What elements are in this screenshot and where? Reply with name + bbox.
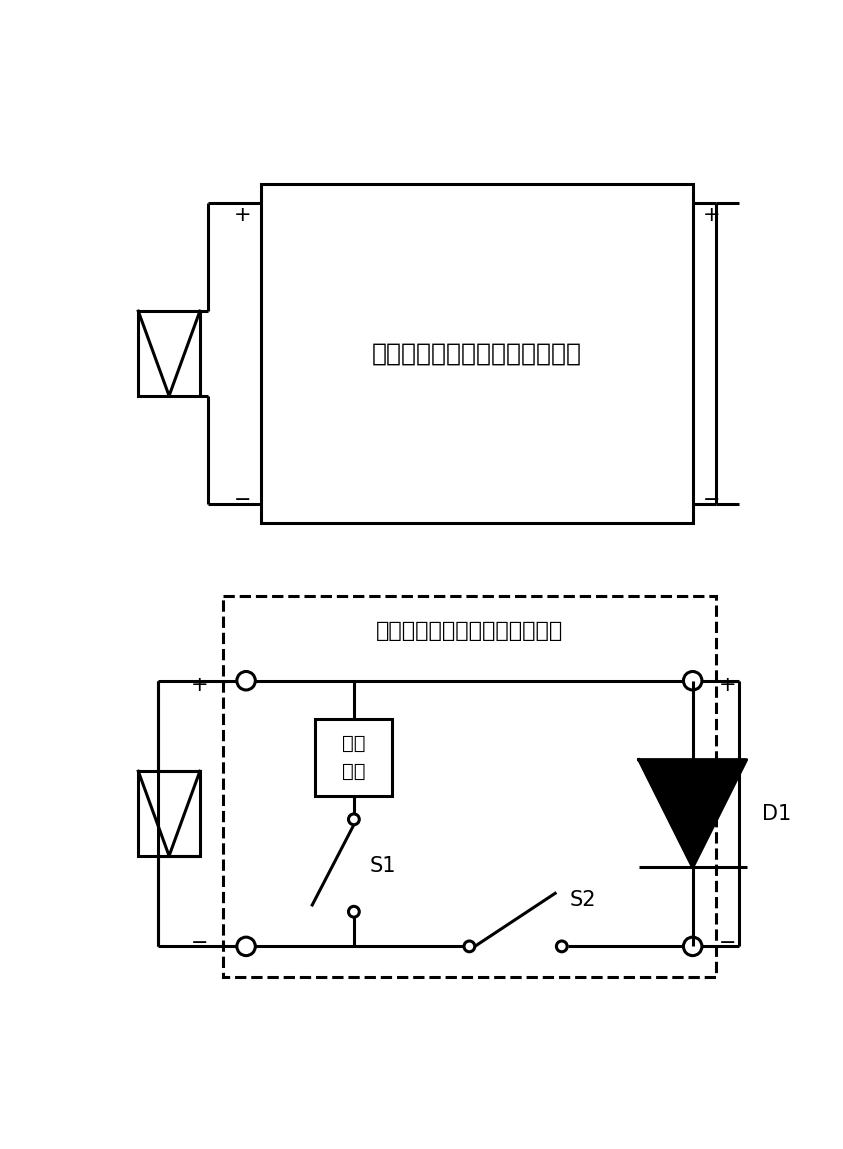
Bar	[261, 184, 693, 523]
Text: −: −	[191, 933, 208, 953]
Text: −: −	[718, 933, 736, 953]
Text: 电路: 电路	[342, 762, 366, 781]
Text: 光伏组件输出特性曲线获取电路: 光伏组件输出特性曲线获取电路	[372, 341, 582, 365]
Text: D1: D1	[762, 803, 792, 824]
Text: +: +	[234, 205, 251, 225]
Bar	[138, 771, 200, 856]
Polygon shape	[639, 759, 747, 867]
Text: 光伏组件输出特性曲线获取电路: 光伏组件输出特性曲线获取电路	[376, 620, 563, 641]
Text: S2: S2	[570, 890, 596, 910]
Text: +: +	[703, 205, 721, 225]
Text: S1: S1	[369, 856, 395, 876]
Text: −: −	[703, 489, 721, 510]
Bar	[138, 311, 200, 395]
Text: −: −	[234, 489, 251, 510]
Bar	[223, 596, 716, 977]
Text: +: +	[718, 674, 736, 695]
Text: +: +	[191, 674, 209, 695]
Bar	[315, 719, 392, 796]
Text: 缓冲: 缓冲	[342, 734, 366, 754]
